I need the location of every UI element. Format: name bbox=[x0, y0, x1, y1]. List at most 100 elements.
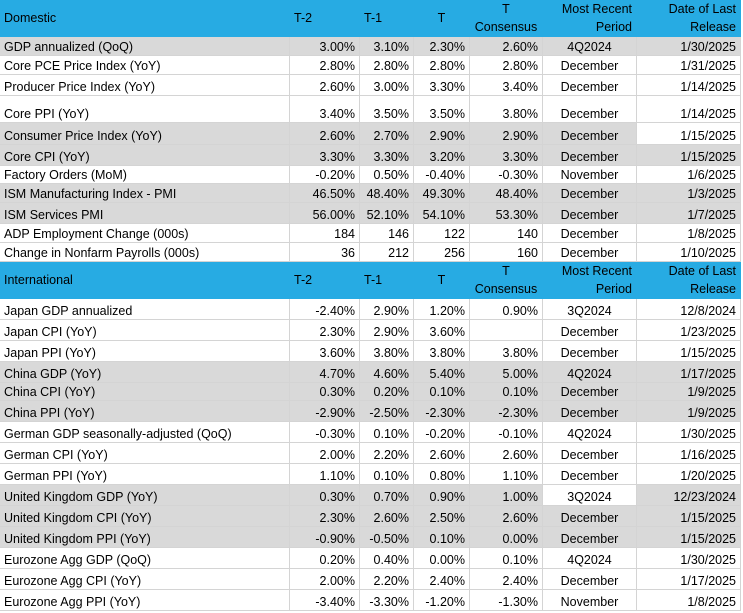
table-cell: 2.30% bbox=[290, 320, 360, 341]
table-cell: -2.30% bbox=[414, 401, 470, 422]
table-cell: 0.10% bbox=[360, 464, 414, 485]
table-cell: 1/30/2025 bbox=[637, 548, 741, 569]
table-cell: 1/15/2025 bbox=[637, 527, 741, 548]
table-cell: -3.40% bbox=[290, 590, 360, 611]
table-cell: 2.50% bbox=[414, 506, 470, 527]
table-cell: 0.90% bbox=[470, 299, 543, 320]
table-cell: 146 bbox=[360, 224, 414, 243]
table-cell: 2.80% bbox=[470, 56, 543, 75]
table-cell: 2.60% bbox=[414, 443, 470, 464]
row-label: Producer Price Index (YoY) bbox=[0, 75, 290, 96]
row-label: German CPI (YoY) bbox=[0, 443, 290, 464]
table-cell: 2.30% bbox=[414, 37, 470, 56]
table-cell: 53.30% bbox=[470, 203, 543, 224]
row-label: United Kingdom PPI (YoY) bbox=[0, 527, 290, 548]
table-cell: 4.70% bbox=[290, 362, 360, 383]
table-cell: 54.10% bbox=[414, 203, 470, 224]
table-cell: 0.40% bbox=[360, 548, 414, 569]
table-cell: December bbox=[543, 506, 637, 527]
table-cell: 1.10% bbox=[470, 464, 543, 485]
table-cell: -2.90% bbox=[290, 401, 360, 422]
row-label: Factory Orders (MoM) bbox=[0, 166, 290, 184]
table-cell: 1/23/2025 bbox=[637, 320, 741, 341]
table-cell: 1/14/2025 bbox=[637, 75, 741, 96]
table-cell: December bbox=[543, 123, 637, 145]
table-cell: 2.40% bbox=[414, 569, 470, 590]
table-cell: 2.30% bbox=[290, 506, 360, 527]
table-cell: 0.10% bbox=[414, 383, 470, 401]
table-cell: 3.30% bbox=[414, 75, 470, 96]
column-header: T Consensus bbox=[470, 262, 543, 299]
table-cell: 1/6/2025 bbox=[637, 166, 741, 184]
table-cell: 0.10% bbox=[470, 548, 543, 569]
table-cell: 1.10% bbox=[290, 464, 360, 485]
table-cell: December bbox=[543, 75, 637, 96]
table-cell: 3.40% bbox=[470, 75, 543, 96]
table-cell: 0.10% bbox=[414, 527, 470, 548]
table-cell: -2.40% bbox=[290, 299, 360, 320]
table-cell: 0.20% bbox=[360, 383, 414, 401]
table-cell: 2.80% bbox=[414, 56, 470, 75]
column-header: T Consensus bbox=[470, 0, 543, 37]
table-cell: -0.50% bbox=[360, 527, 414, 548]
table-cell: December bbox=[543, 464, 637, 485]
table-cell: 1/14/2025 bbox=[637, 96, 741, 123]
table-cell: 2.90% bbox=[470, 123, 543, 145]
row-label: Core PPI (YoY) bbox=[0, 96, 290, 123]
table-cell: -0.20% bbox=[290, 166, 360, 184]
table-cell: 3Q2024 bbox=[543, 299, 637, 320]
table-cell: 1/31/2025 bbox=[637, 56, 741, 75]
table-cell: 2.90% bbox=[360, 299, 414, 320]
table-cell: 1/9/2025 bbox=[637, 383, 741, 401]
table-cell: 4Q2024 bbox=[543, 422, 637, 443]
table-cell: 3.80% bbox=[470, 341, 543, 362]
table-cell: December bbox=[543, 184, 637, 203]
table-cell: 48.40% bbox=[470, 184, 543, 203]
table-cell: 3.00% bbox=[360, 75, 414, 96]
table-cell: 2.20% bbox=[360, 443, 414, 464]
row-label: China GDP (YoY) bbox=[0, 362, 290, 383]
table-cell: 2.60% bbox=[470, 37, 543, 56]
table-cell: 256 bbox=[414, 243, 470, 262]
table-cell: 1/16/2025 bbox=[637, 443, 741, 464]
table-cell: -2.30% bbox=[470, 401, 543, 422]
table-cell: December bbox=[543, 224, 637, 243]
row-label: GDP annualized (QoQ) bbox=[0, 37, 290, 56]
table-cell: December bbox=[543, 203, 637, 224]
table-cell: 0.00% bbox=[414, 548, 470, 569]
table-cell: -0.20% bbox=[414, 422, 470, 443]
table-cell: 48.40% bbox=[360, 184, 414, 203]
column-header: T-1 bbox=[360, 0, 414, 37]
row-label: Consumer Price Index (YoY) bbox=[0, 123, 290, 145]
table-cell: December bbox=[543, 145, 637, 166]
row-label: German PPI (YoY) bbox=[0, 464, 290, 485]
table-cell: 1/15/2025 bbox=[637, 123, 741, 145]
table-cell: 1/7/2025 bbox=[637, 203, 741, 224]
row-label: Change in Nonfarm Payrolls (000s) bbox=[0, 243, 290, 262]
table-cell: 0.10% bbox=[470, 383, 543, 401]
column-header: Date of Last Release bbox=[637, 0, 741, 37]
table-cell: 3.60% bbox=[414, 320, 470, 341]
table-cell: 4Q2024 bbox=[543, 362, 637, 383]
row-label: Japan PPI (YoY) bbox=[0, 341, 290, 362]
table-cell: 2.60% bbox=[290, 75, 360, 96]
table-cell: 2.70% bbox=[360, 123, 414, 145]
table-cell: 1/15/2025 bbox=[637, 341, 741, 362]
table-cell: 3.80% bbox=[360, 341, 414, 362]
table-cell: 2.60% bbox=[470, 443, 543, 464]
row-label: Eurozone Agg PPI (YoY) bbox=[0, 590, 290, 611]
row-label: ISM Manufacturing Index - PMI bbox=[0, 184, 290, 203]
row-label: Eurozone Agg GDP (QoQ) bbox=[0, 548, 290, 569]
table-cell: -3.30% bbox=[360, 590, 414, 611]
section-title: Domestic bbox=[0, 0, 290, 37]
table-cell: 1/3/2025 bbox=[637, 184, 741, 203]
column-header: T bbox=[414, 0, 470, 37]
row-label: United Kingdom GDP (YoY) bbox=[0, 485, 290, 506]
table-cell: 212 bbox=[360, 243, 414, 262]
table-cell: November bbox=[543, 166, 637, 184]
table-cell: 49.30% bbox=[414, 184, 470, 203]
table-cell: 2.00% bbox=[290, 443, 360, 464]
table-cell: 3.30% bbox=[470, 145, 543, 166]
table-cell: 3Q2024 bbox=[543, 485, 637, 506]
